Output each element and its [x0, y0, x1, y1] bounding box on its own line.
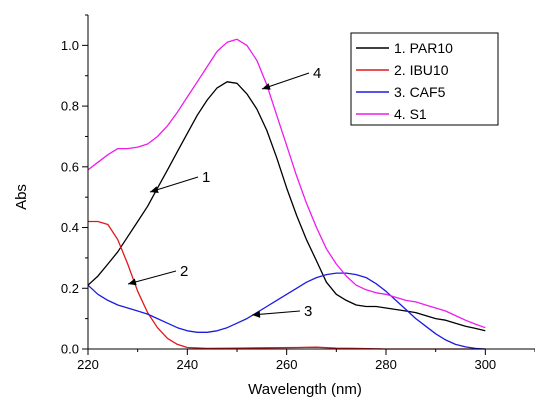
legend-label-1: 1. PAR10: [394, 40, 453, 56]
legend-label-2: 2. IBU10: [394, 62, 449, 78]
y-tick-label: 0.8: [61, 99, 79, 114]
series-line-3: [87, 272, 486, 350]
series-line-4: [87, 38, 486, 329]
annotation-arrow-1: [149, 176, 199, 193]
legend-entry-3: 3. CAF5: [356, 84, 446, 100]
x-axis-title: Wavelength (nm): [248, 381, 362, 398]
series-line-1: [87, 81, 486, 332]
annotation-label-3: 3: [304, 303, 312, 320]
plot-area: 220 240 260 280 300 0.0 0.2 0.4 0.6 0.8 1.0 1 2 3 4: [61, 14, 535, 372]
x-tick-label: 300: [474, 357, 496, 372]
axes-layer: 220 240 260 280 300 0.0 0.2 0.4 0.6 0.8 1.0: [61, 14, 535, 372]
x-tick-label: 220: [77, 357, 99, 372]
annotation-arrow-2: [127, 270, 177, 285]
x-tick-label: 240: [176, 357, 198, 372]
y-tick-label: 0.0: [61, 342, 79, 357]
annotation-label-2: 2: [180, 263, 188, 280]
legend-entry-1: 1. PAR10: [356, 40, 453, 56]
y-tick-label: 0.4: [61, 220, 79, 235]
y-tick-label: 0.6: [61, 159, 79, 174]
annotation-arrowhead-2: [128, 278, 137, 286]
series-line-2: [88, 220, 486, 350]
annotation-arrowhead-4: [262, 83, 271, 90]
legend: 1. PAR10 2. IBU10 3. CAF5 4. S1: [350, 32, 499, 126]
x-tick-label: 260: [276, 357, 298, 372]
x-tick-label: 280: [375, 357, 397, 372]
legend-entry-2: 2. IBU10: [356, 62, 449, 78]
annotation-arrowhead-3: [252, 310, 261, 318]
legend-label-3: 3. CAF5: [394, 84, 446, 100]
legend-label-4: 4. S1: [394, 106, 427, 122]
y-tick-label: 1.0: [61, 38, 79, 53]
annotation-label-4: 4: [313, 65, 321, 82]
annotation-arrow-3: [251, 310, 301, 316]
legend-entry-4: 4. S1: [356, 106, 427, 122]
annotation-arrowhead-1: [150, 186, 159, 193]
annotation-arrow-4: [261, 72, 310, 90]
annotation-label-1: 1: [202, 169, 210, 186]
y-tick-label: 0.2: [61, 281, 79, 296]
y-axis-title: Abs: [13, 184, 30, 210]
annotations-layer: 1 2 3 4: [127, 65, 321, 320]
series-layer: [87, 38, 486, 350]
